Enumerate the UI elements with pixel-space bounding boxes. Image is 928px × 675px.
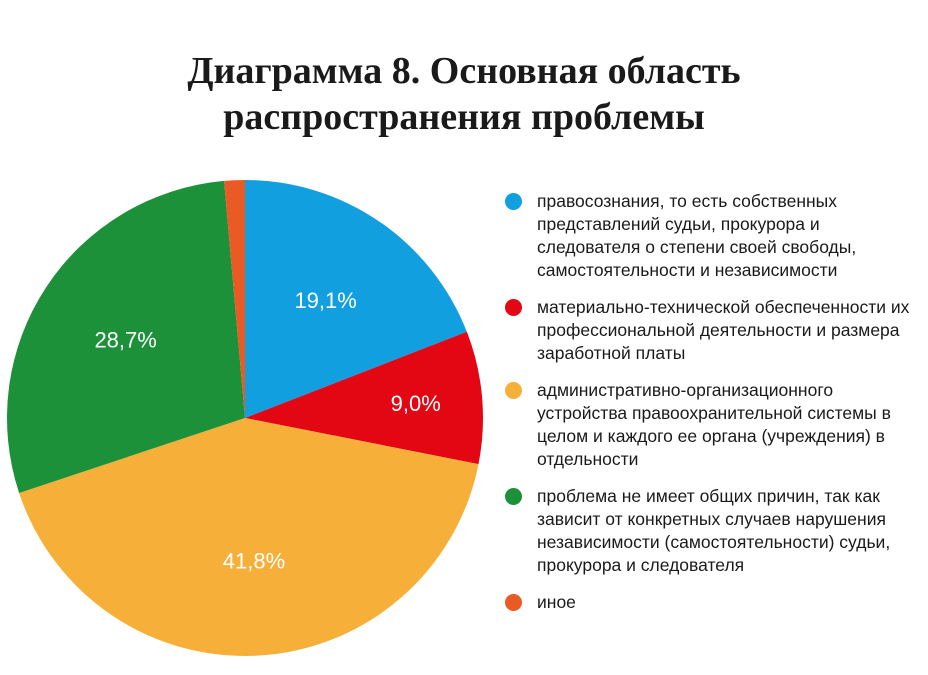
legend-marker-2: [505, 299, 522, 316]
legend-item-1: правосознания, то есть собственных предс…: [505, 190, 920, 282]
legend-label-5: иное: [537, 592, 576, 612]
slice-label-3: 41,8%: [223, 549, 285, 574]
legend-label-4: проблема не имеет общих причин, так как …: [537, 486, 891, 575]
pie-slice-4: [7, 180, 245, 493]
legend-label-3: административно-организационного устройс…: [537, 380, 891, 469]
pie-slice-5: [224, 180, 245, 418]
legend-label-2: материально-технической обеспеченности и…: [537, 297, 910, 363]
slice-label-1: 19,1%: [294, 288, 356, 313]
pie-slice-3: [19, 418, 479, 657]
slice-label-4: 28,7%: [94, 328, 156, 353]
legend-marker-1: [505, 193, 522, 210]
legend-marker-5: [505, 594, 522, 611]
legend-item-2: материально-технической обеспеченности и…: [505, 296, 920, 365]
chart-title-line-1: Диаграмма 8. Основная область: [187, 50, 741, 92]
chart-legend: правосознания, то есть собственных предс…: [505, 190, 920, 628]
legend-marker-4: [505, 488, 522, 505]
legend-marker-3: [505, 382, 522, 399]
legend-label-1: правосознания, то есть собственных предс…: [537, 191, 857, 280]
legend-item-4: проблема не имеет общих причин, так как …: [505, 485, 920, 577]
legend-item-5: иное: [505, 591, 920, 614]
slice-label-2: 9,0%: [391, 391, 441, 416]
pie-slice-1: [245, 180, 467, 418]
legend-item-3: административно-организационного устройс…: [505, 379, 920, 471]
pie-slice-2: [245, 331, 483, 465]
chart-title: Диаграмма 8. Основная область распростра…: [0, 48, 928, 140]
chart-title-line-2: распространения проблемы: [223, 96, 705, 138]
